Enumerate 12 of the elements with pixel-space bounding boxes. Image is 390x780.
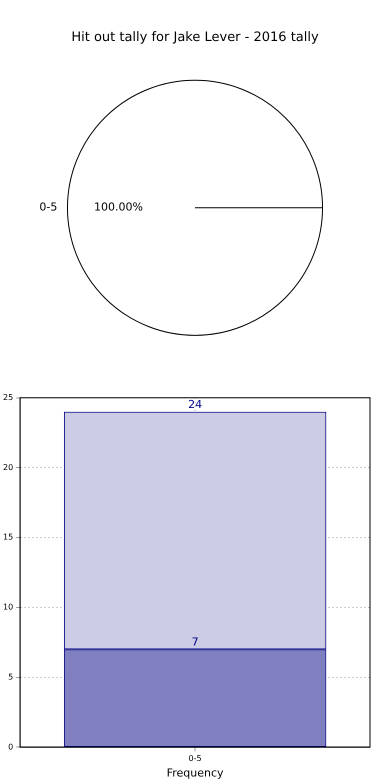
x-axis-title: Frequency (166, 766, 224, 780)
y-tick-label: 0 (8, 742, 14, 752)
total-label: 24 (188, 398, 202, 412)
y-tick-label: 15 (2, 532, 14, 542)
y-tick-label: 5 (8, 672, 14, 682)
y-tick-label: 10 (2, 602, 14, 612)
chart-title: Hit out tally for Jake Lever - 2016 tally (71, 30, 319, 46)
data-label: 7 (192, 636, 199, 649)
data-label: 100.00% (94, 200, 143, 214)
y-tick-label: 25 (2, 392, 14, 402)
slice-label: 0-5 (39, 200, 58, 214)
y-tick-label: 20 (2, 462, 14, 472)
